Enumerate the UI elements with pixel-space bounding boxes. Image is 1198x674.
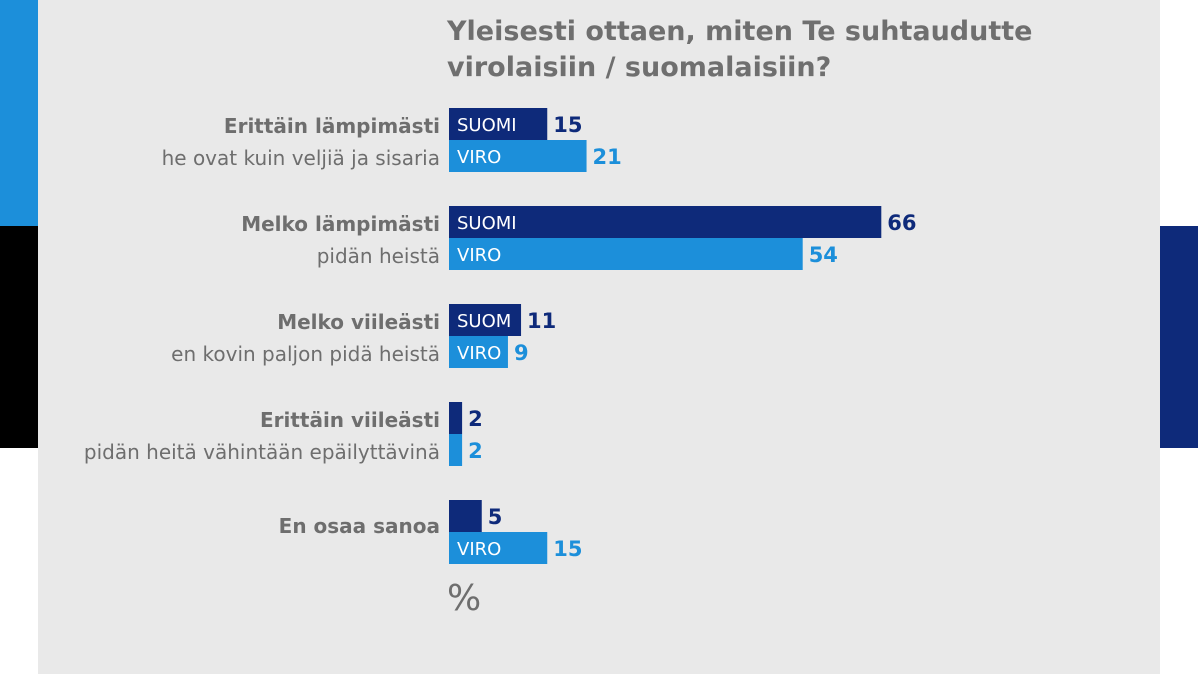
bar-inner-label: VIRO [457,539,501,560]
unit-label: % [447,578,482,619]
flag-stripe-black [0,226,38,448]
chart-title: Yleisesti ottaen, miten Te suhtaudutte v… [447,16,1033,83]
bar-inner-label: VIRO [457,245,501,266]
bar-viro [449,532,548,564]
chart-panel [38,0,1160,674]
bar-suomi [449,206,882,238]
value-label: 15 [553,537,582,561]
category-sublabel: pidän heistä [317,244,440,268]
category-sublabel: en kovin paljon pidä heistä [171,342,440,366]
bar-suomi [449,108,548,140]
bar-inner-label: SUOMI [457,115,517,136]
flag-stripe-white [0,448,38,674]
bar-viro [449,140,587,172]
bar-viro [449,336,508,368]
value-label: 66 [887,211,916,235]
bar-viro [449,238,803,270]
value-label: 2 [468,407,483,431]
bar-inner-label: SUOM [457,311,511,332]
value-label: 9 [514,341,529,365]
value-label: 21 [593,145,622,169]
value-label: 5 [488,505,503,529]
bar-suomi [449,402,463,434]
bar-viro [449,434,463,466]
flag-stripe-right [1160,226,1198,448]
category-label: En osaa sanoa [279,514,440,538]
bar-suomi [449,304,522,336]
value-label: 11 [527,309,556,333]
category-label: Erittäin viileästi [260,408,440,432]
bar-inner-label: VIRO [457,147,501,168]
value-label: 54 [809,243,838,267]
category-sublabel: pidän heitä vähintään epäilyttävinä [84,440,440,464]
bar-inner-label: SUOMI [457,213,517,234]
bar-inner-label: VIRO [457,343,501,364]
flag-stripe-blue [0,0,38,226]
category-label: Melko viileästi [277,310,440,334]
value-label: 2 [468,439,483,463]
bar-suomi [449,500,482,532]
category-label: Melko lämpimästi [241,212,440,236]
category-sublabel: he ovat kuin veljiä ja sisaria [162,146,440,170]
category-label: Erittäin lämpimästi [224,114,440,138]
value-label: 15 [553,113,582,137]
